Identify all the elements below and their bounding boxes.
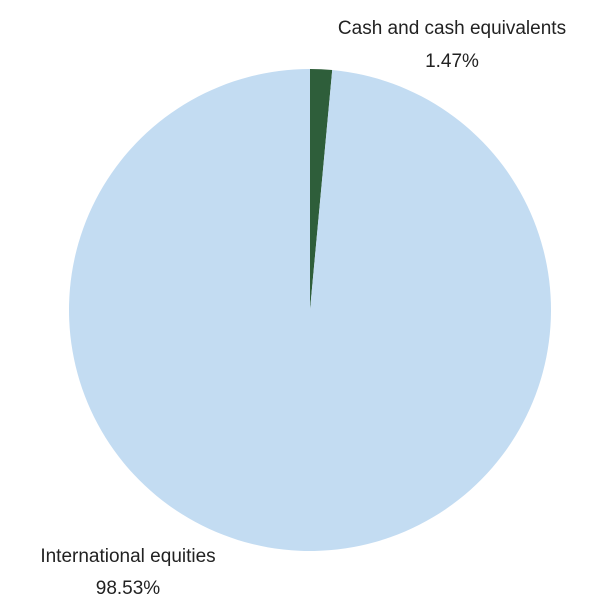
slice-value-cash: 1.47% <box>425 51 479 72</box>
pie-slice-cash-and-cash-equivalents <box>310 69 333 310</box>
slice-label-international-equities: International equities <box>40 546 215 567</box>
pie-slices <box>69 69 552 551</box>
slice-value-international-equities: 98.53% <box>96 578 161 599</box>
slice-label-cash: Cash and cash equivalents <box>338 18 566 39</box>
pie-slice-international-equities <box>69 69 552 551</box>
